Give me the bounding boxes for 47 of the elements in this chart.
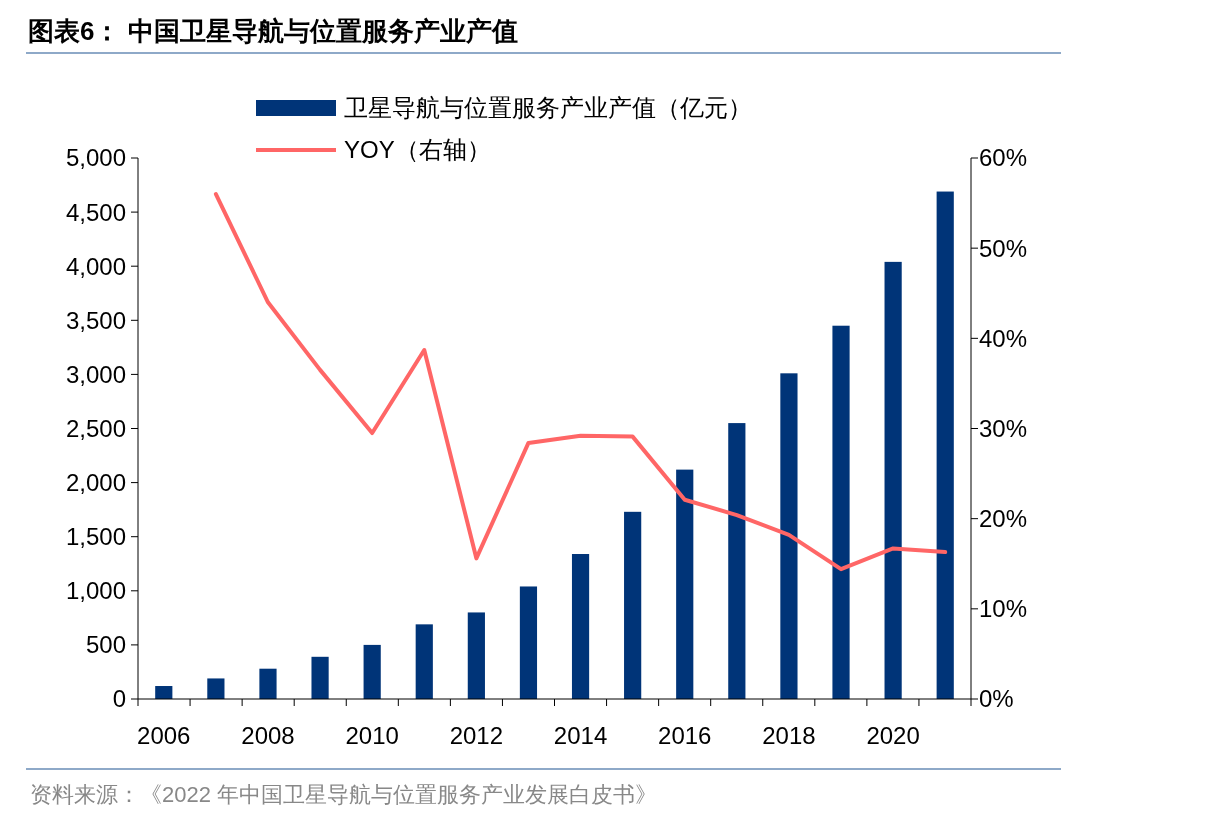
x-tick-label: 2012 <box>449 722 504 749</box>
bar <box>311 656 329 699</box>
x-tick-label: 2010 <box>345 722 399 749</box>
y-tick-label: 4,000 <box>65 252 126 280</box>
bar <box>832 325 850 699</box>
bar <box>415 624 433 699</box>
bar <box>519 586 538 699</box>
x-tick-label: 2014 <box>553 722 608 749</box>
y-tick-label: 1,500 <box>65 523 126 551</box>
y-tick-label: 500 <box>85 631 126 659</box>
y2-tick-label: 30% <box>979 414 1028 442</box>
y2-tick-label: 0% <box>979 685 1014 713</box>
chart-title: 图表6： 中国卫星导航与位置服务产业产值 <box>28 16 518 46</box>
y-tick-label: 0 <box>112 685 126 713</box>
y-tick-label: 3,500 <box>65 306 126 334</box>
bar <box>884 261 902 699</box>
x-tick-label: 2006 <box>137 722 191 749</box>
bar <box>571 554 590 699</box>
bar <box>467 612 485 699</box>
y-tick-label: 4,500 <box>65 198 126 226</box>
bar <box>936 191 954 699</box>
bar <box>676 469 694 699</box>
bar <box>780 373 798 699</box>
legend-label: YOY（右轴） <box>344 136 491 164</box>
y2-tick-label: 60% <box>979 144 1028 172</box>
bar <box>259 668 277 699</box>
y2-tick-label: 40% <box>979 324 1028 352</box>
y-tick-label: 1,000 <box>65 577 126 605</box>
x-tick-label: 2018 <box>762 722 816 749</box>
bar <box>363 644 381 699</box>
bar <box>155 686 173 699</box>
legend-label: 卫星导航与位置服务产业产值（亿元） <box>344 94 752 122</box>
y2-tick-label: 10% <box>979 595 1028 623</box>
bar <box>728 423 746 699</box>
bar <box>207 678 225 699</box>
x-tick-label: 2008 <box>241 722 295 749</box>
line-series <box>213 192 948 572</box>
x-tick-label: 2016 <box>658 722 712 749</box>
y2-tick-label: 50% <box>979 234 1028 262</box>
x-tick-label: 2020 <box>866 722 920 749</box>
y-tick-label: 2,500 <box>65 414 126 442</box>
text: 资料来源：《2022 年中国卫星导航与位置服务产业发展白皮书》 <box>30 782 658 807</box>
y-tick-label: 3,000 <box>65 360 126 388</box>
y2-tick-label: 20% <box>979 505 1028 533</box>
y-tick-label: 2,000 <box>65 469 126 496</box>
y-tick-label: 5,000 <box>65 144 126 172</box>
bar <box>624 511 642 699</box>
